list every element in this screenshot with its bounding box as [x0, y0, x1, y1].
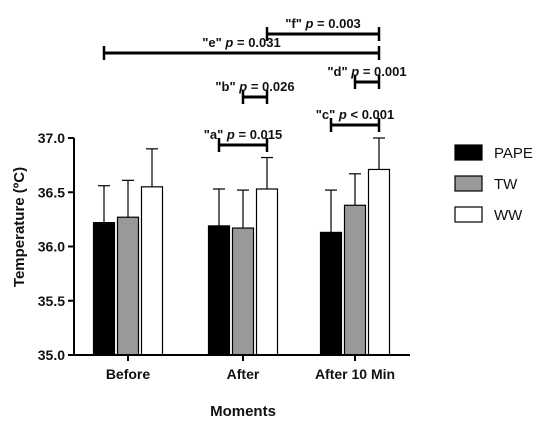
bar-tw-0: [116, 216, 140, 356]
x-tick-label: After: [227, 366, 260, 382]
bar-ww-1: [255, 188, 279, 356]
significance-label: "f" p = 0.003: [285, 16, 361, 31]
y-axis-title: Temperature (ºC): [11, 167, 28, 287]
bar-ww-0: [140, 186, 164, 356]
x-tick-label: Before: [106, 366, 151, 382]
bar-pape-2: [319, 231, 343, 356]
significance-label: "c" p < 0.001: [316, 107, 394, 122]
y-tick-label: 37.0: [38, 130, 65, 146]
legend-swatch-tw: [454, 175, 483, 192]
y-tick-label: 36.5: [38, 184, 65, 200]
legend-label-ww: WW: [494, 207, 523, 224]
bar-tw-1: [231, 227, 255, 356]
bar-pape-0: [92, 222, 116, 356]
y-tick-label: 36.0: [38, 239, 65, 255]
legend-swatch-pape: [454, 144, 483, 161]
significance-label: "d" p = 0.001: [327, 64, 406, 79]
bar-ww-2: [367, 168, 391, 356]
legend-label-tw: TW: [494, 176, 518, 193]
bar-pape-1: [207, 225, 231, 356]
legend-label-pape: PAPE: [494, 145, 533, 162]
x-axis-title: Moments: [210, 403, 276, 420]
x-tick-label: After 10 Min: [315, 366, 395, 382]
y-tick-label: 35.0: [38, 347, 65, 363]
significance-label: "e" p = 0.031: [202, 35, 280, 50]
significance-label: "a" p = 0.015: [204, 127, 282, 142]
legend-swatch-ww: [454, 206, 483, 223]
significance-label: "b" p = 0.026: [215, 79, 294, 94]
bar-tw-2: [343, 204, 367, 356]
y-tick-label: 35.5: [38, 293, 65, 309]
